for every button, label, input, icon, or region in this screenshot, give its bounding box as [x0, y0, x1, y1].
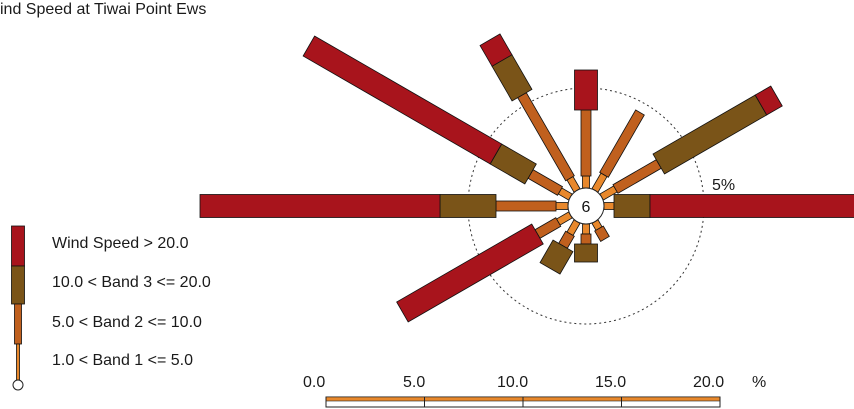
bar-dir-0-band-1	[582, 175, 590, 189]
bar-dir-300-band-4	[302, 35, 503, 165]
direction-300	[302, 35, 573, 201]
direction-270	[199, 194, 569, 218]
scale-tick-label-1: 5.0	[403, 374, 426, 391]
scale-bar-segment-2	[522, 396, 622, 402]
direction-60	[599, 85, 783, 201]
legend-swatch-band-3	[11, 265, 25, 305]
ring-percent-label: 5%	[712, 177, 736, 194]
scale-tick-label-3: 15.0	[595, 374, 627, 391]
bar-dir-180-band-3	[574, 243, 598, 263]
bar-dir-0-band-2	[580, 109, 592, 177]
bar-dir-60-band-3	[652, 94, 768, 175]
bar-dir-150-band-2	[594, 225, 610, 242]
bar-dir-180-band-1	[582, 223, 590, 235]
bar-dir-90-band-4	[649, 194, 854, 218]
bar-dir-60-band-2	[612, 159, 662, 194]
legend-swatch-band-4	[11, 225, 25, 267]
scale-bar-segment-3	[621, 396, 721, 402]
bar-dir-210-band-3	[539, 239, 574, 275]
bar-dir-30-band-2	[599, 109, 645, 178]
scale-bar-segment-0	[325, 396, 425, 402]
chart-title: ind Speed at Tiwai Point Ews	[0, 1, 207, 18]
legend-label-band-4: Wind Speed > 20.0	[52, 235, 189, 252]
scale-tick-label-4: 20.0	[693, 374, 725, 391]
scale-tick-label-0: 0.0	[303, 374, 326, 391]
direction-180	[574, 223, 598, 263]
center-calm-label: 6	[582, 199, 591, 216]
direction-90	[603, 194, 854, 218]
bar-dir-330-band-4	[479, 33, 513, 67]
direction-330	[479, 33, 581, 193]
bar-dir-240-band-4	[396, 223, 544, 323]
legend-label-band-1: 1.0 < Band 1 <= 5.0	[52, 352, 194, 369]
legend-swatch-band-2	[14, 303, 22, 345]
legend-label-band-3: 10.0 < Band 3 <= 20.0	[52, 274, 211, 291]
bar-dir-180-band-2	[580, 233, 592, 245]
scale-unit-label: %	[752, 374, 767, 391]
bar-dir-30-band-1	[591, 172, 608, 193]
legend-swatch-band-1	[16, 343, 20, 381]
calm-center-circle	[567, 187, 605, 225]
direction-30	[591, 109, 645, 193]
bar-dir-270-band-4	[199, 194, 441, 218]
bar-dir-270-band-3	[439, 194, 497, 218]
bar-dir-90-band-3	[613, 194, 651, 218]
legend-calm-circle	[12, 379, 24, 391]
bar-dir-90-band-1	[603, 202, 615, 210]
bar-dir-60-band-4	[754, 85, 783, 116]
scale-bar-segment-1	[424, 396, 524, 402]
bar-dir-270-band-2	[495, 200, 557, 212]
bar-dir-240-band-2	[534, 217, 562, 239]
scale-tick-label-2: 10.0	[497, 374, 529, 391]
direction-0	[574, 69, 598, 189]
bar-dir-300-band-2	[527, 169, 564, 196]
bar-dir-270-band-1	[555, 202, 569, 210]
bar-dir-0-band-4	[574, 69, 598, 111]
legend-label-band-2: 5.0 < Band 2 <= 10.0	[52, 314, 202, 331]
